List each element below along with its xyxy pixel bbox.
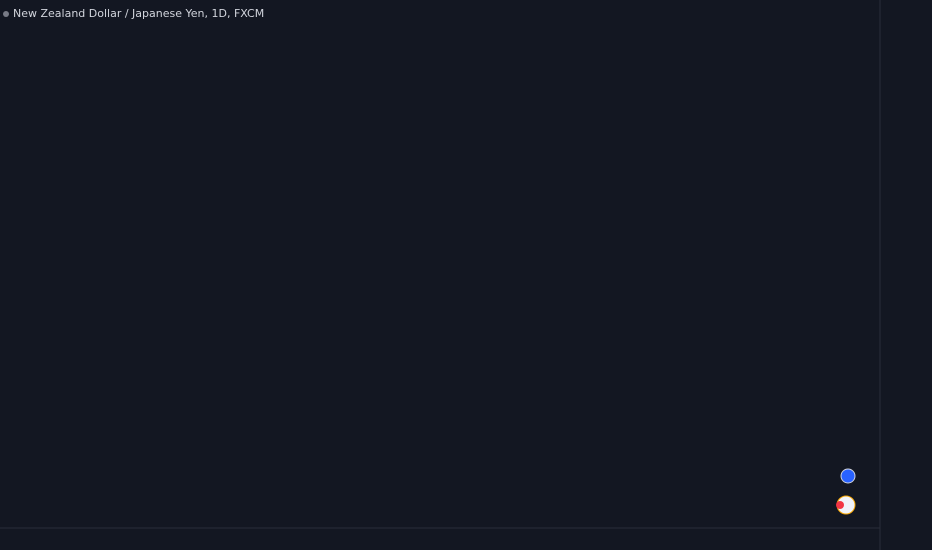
event-icon: [836, 501, 844, 509]
chart-title: New Zealand Dollar / Japanese Yen, 1D, F…: [13, 7, 264, 20]
symbol-icon: [3, 11, 9, 17]
event-icon[interactable]: [840, 468, 856, 484]
